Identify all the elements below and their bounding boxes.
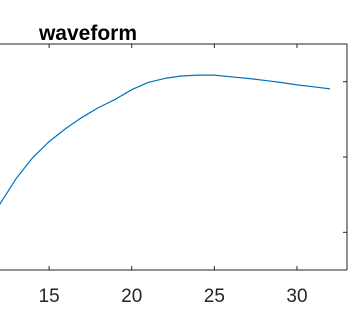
plot-area [0, 74, 331, 206]
x-tick-label: 25 [204, 286, 225, 307]
x-tick-label: 15 [39, 286, 60, 307]
chart-title: waveform [38, 22, 137, 45]
x-tick-label: 20 [121, 286, 142, 307]
series-line [0, 74, 331, 206]
tick-marks [48, 44, 347, 270]
x-tick-label: 30 [286, 286, 307, 307]
axes-box [0, 43, 348, 270]
x-tick-labels: 15 20 25 30 [39, 286, 308, 307]
